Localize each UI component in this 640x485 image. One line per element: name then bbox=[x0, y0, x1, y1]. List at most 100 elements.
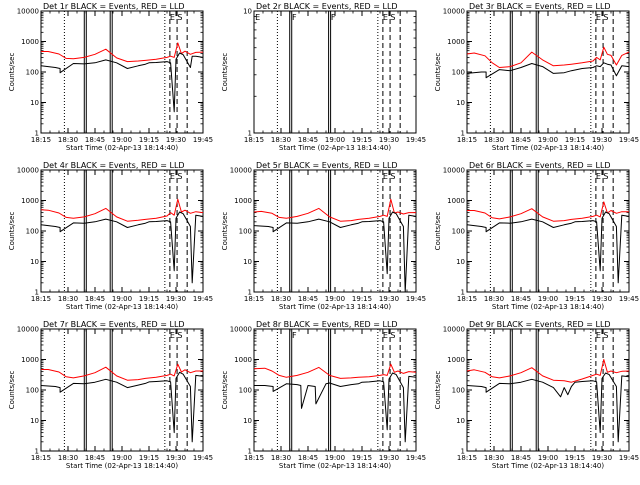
series-lld-line bbox=[40, 198, 204, 222]
x-tick-label: 19:30 bbox=[166, 454, 186, 462]
y-tick-label: 1 bbox=[35, 289, 39, 297]
y-tick-label: 10 bbox=[243, 417, 252, 425]
series-lld-line bbox=[41, 42, 204, 63]
series-lld-line bbox=[466, 46, 630, 68]
x-tick-label: 18:30 bbox=[271, 454, 291, 462]
panel-title: Det 1r BLACK = Events, RED = LLD bbox=[43, 2, 185, 11]
x-tick-label: 19:15 bbox=[565, 136, 585, 144]
y-tick-label: 1 bbox=[461, 130, 465, 138]
event-marker-label: S bbox=[177, 172, 182, 181]
y-tick-label: 100 bbox=[452, 69, 465, 77]
y-tick-label: 1000 bbox=[447, 38, 465, 46]
x-tick-label: 18:15 bbox=[31, 295, 51, 303]
y-axis-label: Counts/sec bbox=[434, 371, 442, 410]
y-tick-label: 1000 bbox=[21, 356, 39, 364]
y-tick-label: 1000 bbox=[21, 38, 39, 46]
x-tick-label: 19:15 bbox=[352, 295, 372, 303]
y-tick-label: 10 bbox=[30, 99, 39, 107]
x-axis-label: Start Time (02-Apr-13 18:14:40) bbox=[492, 144, 604, 152]
y-axis-label: Counts/sec bbox=[221, 53, 229, 92]
event-marker-label: F bbox=[292, 331, 297, 340]
x-tick-label: 19:45 bbox=[619, 295, 639, 303]
x-tick-label: 18:15 bbox=[244, 295, 264, 303]
series-events-line bbox=[254, 372, 417, 443]
x-tick-label: 19:15 bbox=[565, 454, 585, 462]
y-tick-label: 10 bbox=[243, 8, 252, 16]
y-tick-label: 10 bbox=[30, 258, 39, 266]
event-marker-label: E bbox=[596, 172, 601, 181]
x-tick-label: 18:45 bbox=[511, 454, 531, 462]
event-marker-label: E bbox=[596, 13, 601, 22]
y-tick-label: 10 bbox=[243, 258, 252, 266]
x-tick-label: 19:45 bbox=[193, 136, 213, 144]
series-events-line bbox=[253, 211, 417, 293]
event-marker-label: S bbox=[603, 331, 608, 340]
y-tick-label: 10000 bbox=[443, 167, 465, 175]
x-tick-label: 19:15 bbox=[139, 295, 159, 303]
y-axis-label: Counts/sec bbox=[8, 212, 16, 251]
y-axis-label: Counts/sec bbox=[434, 53, 442, 92]
x-tick-label: 18:15 bbox=[457, 454, 477, 462]
y-tick-label: 1 bbox=[461, 448, 465, 456]
x-tick-label: 18:30 bbox=[58, 136, 78, 144]
x-tick-label: 19:00 bbox=[325, 454, 345, 462]
x-tick-label: 19:30 bbox=[592, 136, 612, 144]
series-events-line bbox=[40, 211, 204, 284]
panel-title: Det 8r BLACK = Events, RED = LLD bbox=[256, 320, 398, 329]
x-tick-label: 18:45 bbox=[85, 136, 105, 144]
plot-frame bbox=[253, 328, 417, 452]
x-axis-label: Start Time (02-Apr-13 18:14:40) bbox=[66, 144, 178, 152]
x-tick-label: 18:45 bbox=[511, 295, 531, 303]
x-tick-label: 18:15 bbox=[244, 136, 264, 144]
x-tick-label: 18:30 bbox=[484, 454, 504, 462]
x-tick-label: 19:45 bbox=[619, 454, 639, 462]
event-marker-label: S bbox=[390, 331, 395, 340]
panel-title: Det 6r BLACK = Events, RED = LLD bbox=[469, 161, 611, 170]
series-lld-line bbox=[467, 201, 629, 222]
event-marker-label: S bbox=[177, 13, 182, 22]
x-tick-label: 18:30 bbox=[484, 295, 504, 303]
y-tick-label: 100 bbox=[26, 228, 39, 236]
event-marker-label: E bbox=[170, 331, 175, 340]
x-tick-label: 19:00 bbox=[112, 136, 132, 144]
y-tick-label: 100 bbox=[452, 228, 465, 236]
y-tick-label: 100 bbox=[26, 69, 39, 77]
plot-frame bbox=[40, 10, 204, 134]
x-tick-label: 19:30 bbox=[379, 454, 399, 462]
y-tick-label: 10000 bbox=[443, 8, 465, 16]
plot-frame bbox=[40, 169, 204, 293]
y-tick-label: 10 bbox=[456, 258, 465, 266]
x-tick-label: 19:00 bbox=[538, 454, 558, 462]
event-marker-label: E bbox=[255, 13, 260, 22]
x-tick-label: 19:15 bbox=[139, 454, 159, 462]
plot-frame bbox=[466, 10, 630, 134]
series-events-line bbox=[40, 52, 204, 113]
x-tick-label: 19:00 bbox=[325, 295, 345, 303]
panel-title: Det 2r BLACK = Events, RED = LLD bbox=[256, 2, 398, 11]
y-tick-label: 1000 bbox=[234, 197, 252, 205]
panel-det-2r: Det 2r BLACK = Events, RED = LLD 1 10 18:15… bbox=[221, 2, 426, 152]
x-tick-label: 19:00 bbox=[538, 295, 558, 303]
y-tick-label: 1000 bbox=[234, 356, 252, 364]
event-marker-label: E bbox=[383, 172, 388, 181]
x-axis-label: Start Time (02-Apr-13 18:14:40) bbox=[279, 303, 391, 311]
series-events-line bbox=[40, 371, 204, 443]
panel-det-4r: Det 4r BLACK = Events, RED = LLD 1 10 100 10… bbox=[8, 161, 213, 311]
y-tick-label: 1 bbox=[248, 130, 252, 138]
x-axis-label: Start Time (02-Apr-13 18:14:40) bbox=[279, 144, 391, 152]
y-tick-label: 10000 bbox=[230, 167, 252, 175]
panel-det-5r: Det 5r BLACK = Events, RED = LLD 1 10 100 10… bbox=[221, 161, 426, 311]
y-tick-label: 10 bbox=[456, 417, 465, 425]
event-marker-label: S bbox=[603, 172, 608, 181]
x-tick-label: 18:45 bbox=[298, 454, 318, 462]
plot-frame bbox=[466, 328, 630, 452]
x-tick-label: 19:15 bbox=[352, 454, 372, 462]
y-tick-label: 1 bbox=[248, 289, 252, 297]
series-lld-line bbox=[253, 363, 417, 379]
x-tick-label: 19:00 bbox=[112, 454, 132, 462]
y-tick-label: 10000 bbox=[17, 167, 39, 175]
y-tick-label: 1 bbox=[35, 130, 39, 138]
panel-det-1r: Det 1r BLACK = Events, RED = LLD 1 10 100 10… bbox=[8, 2, 213, 152]
event-marker-label: E bbox=[170, 13, 175, 22]
